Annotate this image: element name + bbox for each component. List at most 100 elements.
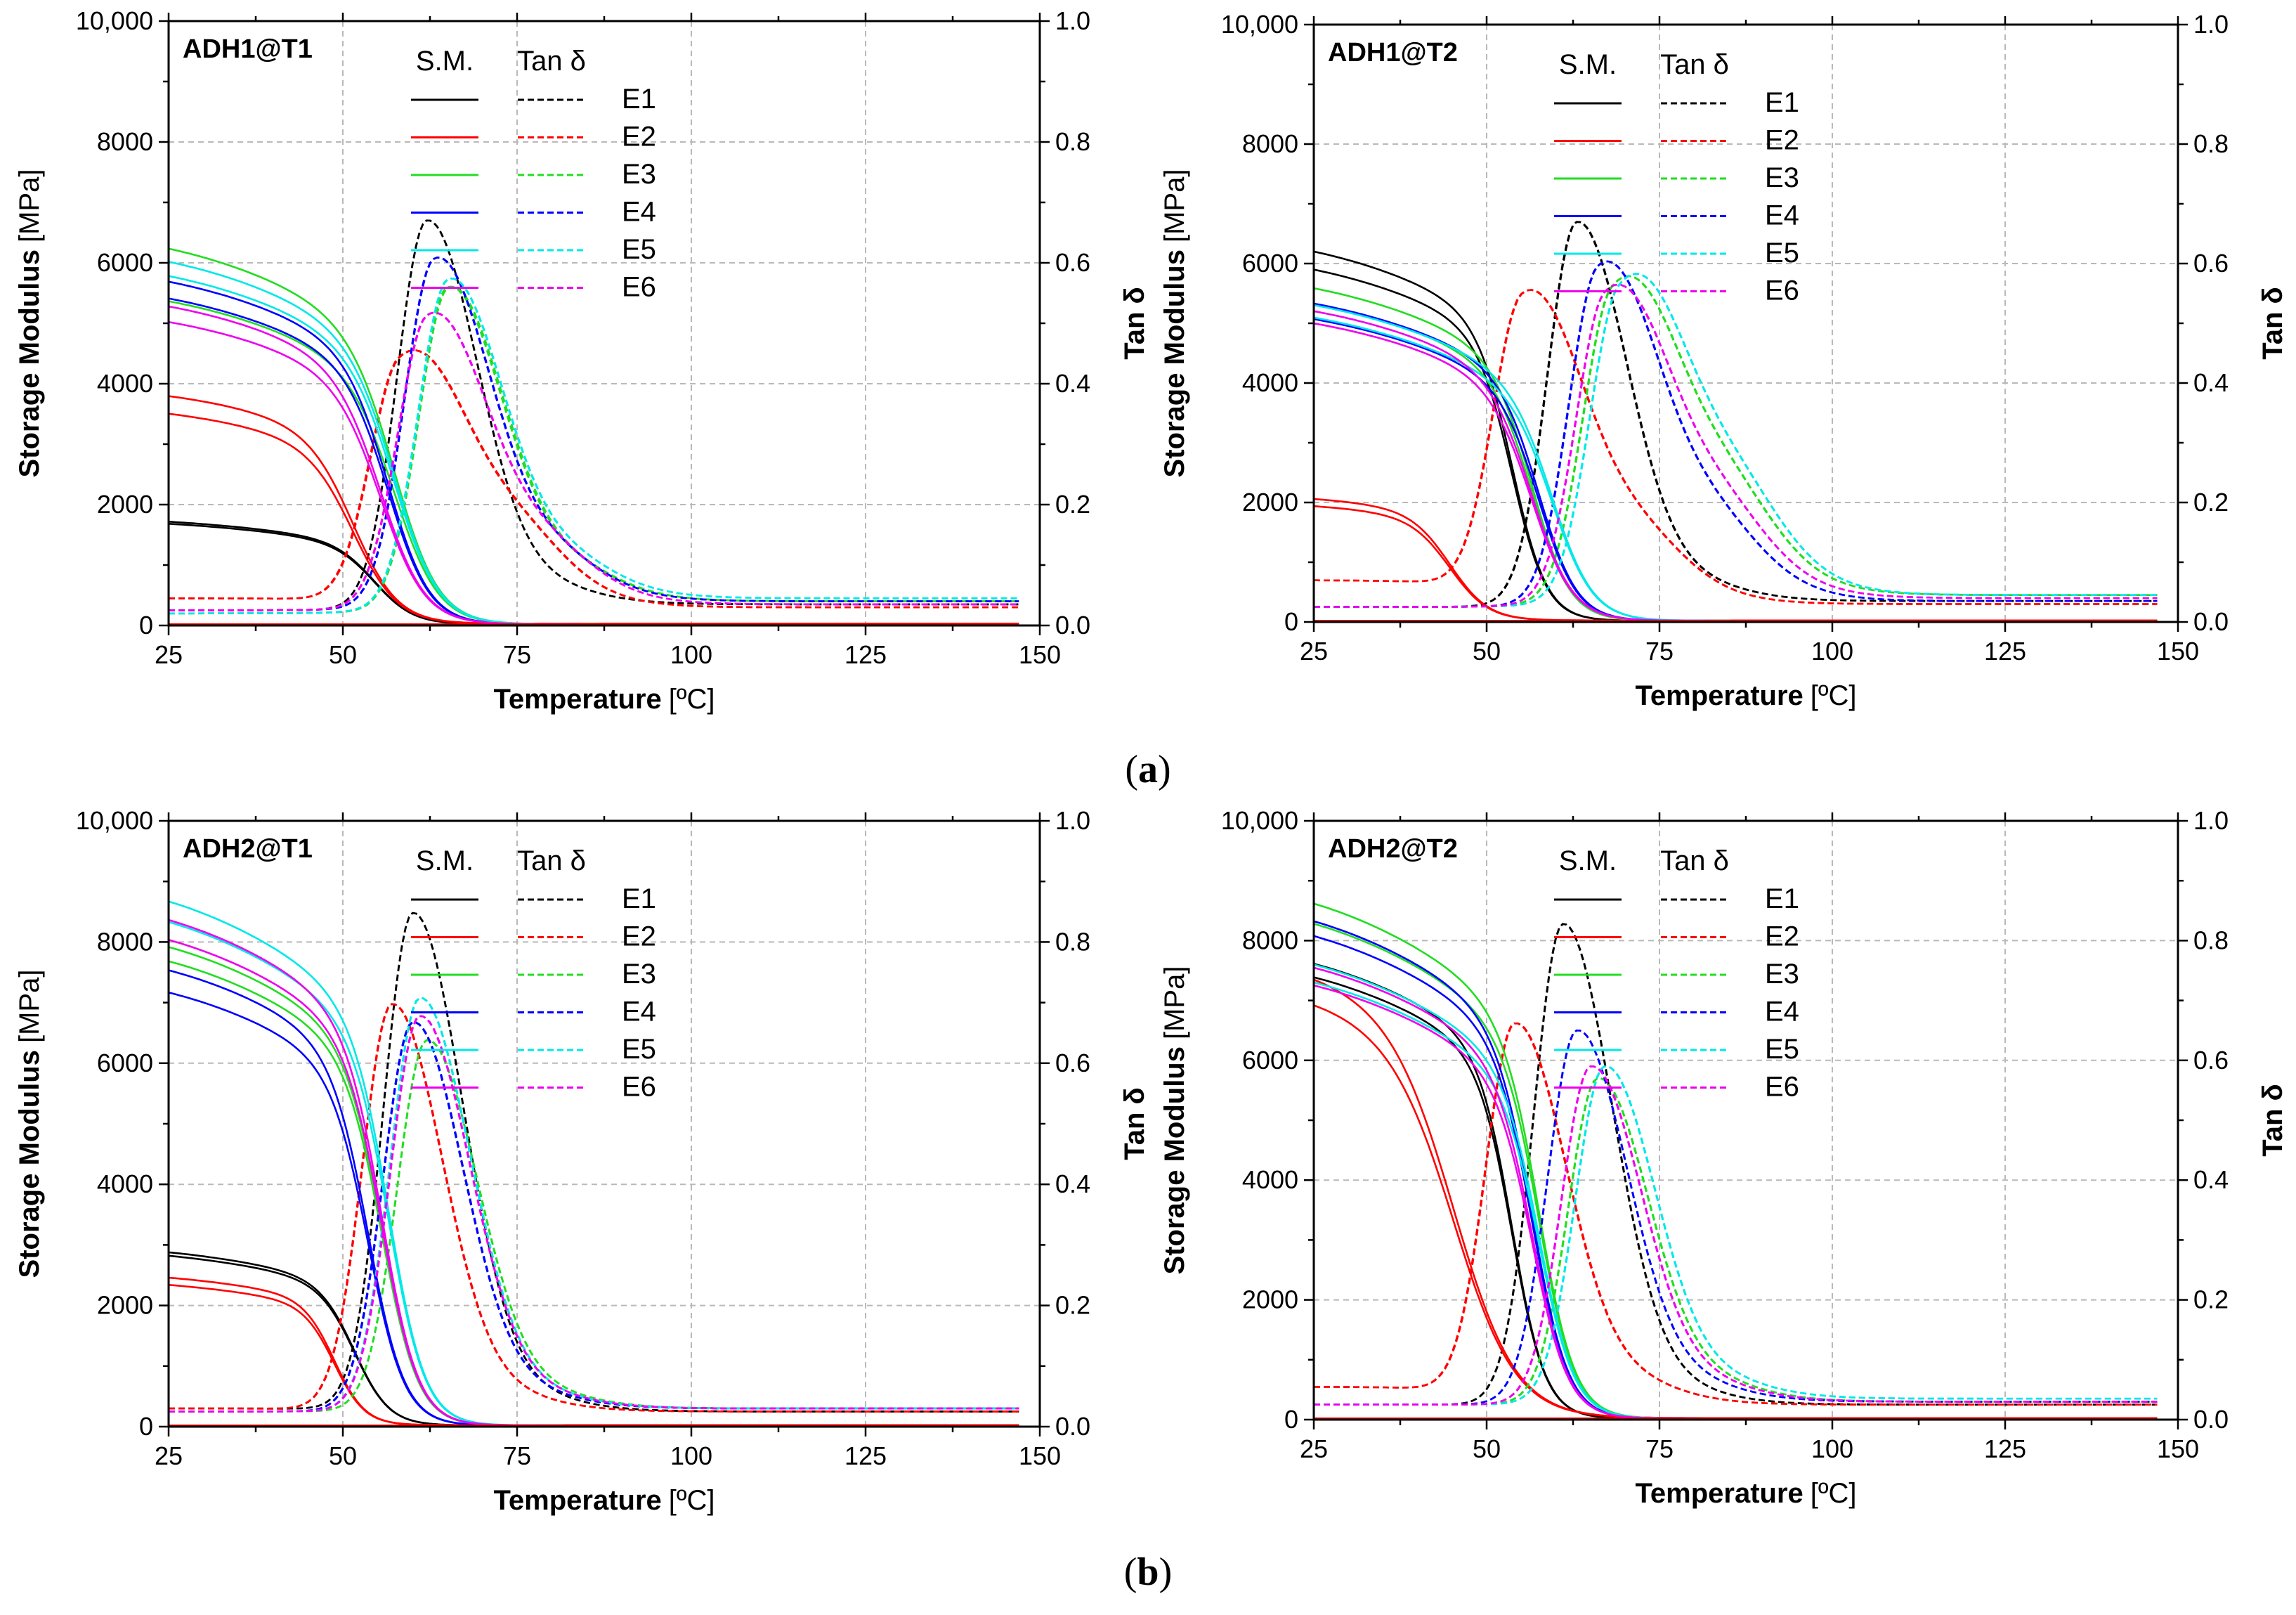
panel-3: 25 50 75 100 125 150 0 2000 4000 6000 8000 10,000 0.… xyxy=(14,806,1150,1516)
y2-tick-label: 0.0 xyxy=(1055,1412,1090,1441)
x-tick-label: 25 xyxy=(1300,1434,1328,1463)
sm-line-e1 xyxy=(168,523,1019,625)
sm-line-e6 xyxy=(168,320,1019,625)
x-axis-title: Temperature [ºC] xyxy=(1635,1478,1856,1509)
y-tick-label: 2000 xyxy=(1242,488,1298,517)
tan-line-e4 xyxy=(1314,1030,2158,1406)
y-tick-label: 0 xyxy=(139,1412,153,1441)
y-tick-label: 4000 xyxy=(97,1169,153,1198)
x-axis-label: Temperature xyxy=(1635,1478,1803,1509)
legend-header-sm: S.M. xyxy=(416,46,474,77)
sm-line-e6 xyxy=(1313,322,2158,622)
tan-line-e2 xyxy=(169,349,1019,609)
y2-tick-label: 0.8 xyxy=(1055,927,1090,956)
legend-label-e1: E1 xyxy=(1765,87,1799,118)
x-axis-label: Temperature xyxy=(1635,680,1803,711)
legend-label-e5: E5 xyxy=(622,234,656,265)
y-axis-title: Storage Modulus [MPa] xyxy=(1159,169,1190,478)
tan-line-e5 xyxy=(169,277,1019,615)
y-tick-label: 0 xyxy=(1284,1405,1298,1434)
legend-label-e2: E2 xyxy=(1765,125,1799,156)
sm-line-e5 xyxy=(1313,981,2158,1420)
panel-1: 25 50 75 100 125 150 0 2000 4000 6000 8000 10,000 0.… xyxy=(14,6,1150,715)
sm-line-e3 xyxy=(168,946,1019,1427)
legend-label-e4: E4 xyxy=(1765,997,1799,1027)
y2-tick-label: 0.6 xyxy=(1055,248,1090,277)
curves xyxy=(1313,902,2158,1420)
tan-line-e1 xyxy=(169,912,1019,1413)
y-axis-title: Storage Modulus [MPa] xyxy=(14,169,45,478)
legend-label-e1: E1 xyxy=(1765,883,1799,914)
caption-a: (a) xyxy=(1125,748,1170,791)
tan-line-e3 xyxy=(169,1039,1019,1413)
y-tick-label: 6000 xyxy=(97,1049,153,1077)
y2-tick-label: 0.6 xyxy=(2193,249,2229,278)
x-axis-unit: [ºC] xyxy=(669,684,715,715)
legend-label-e2: E2 xyxy=(1765,921,1799,952)
y-tick-label: 0 xyxy=(1284,607,1298,636)
x-tick-label: 100 xyxy=(1811,637,1853,666)
y2-tick-label: 0.0 xyxy=(2193,607,2229,636)
tan-line-e3 xyxy=(169,1039,1019,1413)
x-tick-label: 75 xyxy=(503,640,531,669)
x-tick-label: 75 xyxy=(1645,637,1674,666)
sm-line-e6 xyxy=(1313,984,2158,1420)
y-tick-label: 8000 xyxy=(1242,129,1298,158)
y-axis-unit: [MPa] xyxy=(14,169,45,242)
y2-tick-label: 0.6 xyxy=(1055,1049,1090,1077)
legend-label-e4: E4 xyxy=(622,997,656,1027)
x-tick-label: 75 xyxy=(1645,1434,1674,1463)
tan-line-e5 xyxy=(1314,273,2158,608)
y-tick-label: 6000 xyxy=(1242,1046,1298,1075)
legend: S.M. Tan δ E1 E2 E3 E4 E5 E6 xyxy=(1554,845,1799,1103)
y-tick-label: 2000 xyxy=(97,490,153,519)
y-tick-label: 8000 xyxy=(97,927,153,956)
legend-header-sm: S.M. xyxy=(1559,49,1617,80)
x-tick-label: 50 xyxy=(329,640,357,669)
panel-2: 25 50 75 100 125 150 0 2000 4000 6000 8000 10,000 0.… xyxy=(1159,10,2288,711)
legend-label-e6: E6 xyxy=(622,272,656,303)
y2-tick-label: 0.4 xyxy=(1055,1169,1090,1198)
y2-tick-label: 0.4 xyxy=(2193,368,2229,397)
legend-header-tan: Tan δ xyxy=(517,46,586,77)
sm-line-e4 xyxy=(1313,318,2158,622)
sm-line-e5 xyxy=(1313,316,2158,622)
legend-label-e6: E6 xyxy=(1765,275,1799,306)
sm-line-e6 xyxy=(168,305,1019,625)
sm-line-e5 xyxy=(168,261,1019,625)
legend-label-e4: E4 xyxy=(1765,200,1799,231)
tan-line-e3 xyxy=(1314,1077,2158,1406)
legend-label-e5: E5 xyxy=(1765,1034,1799,1065)
x-axis-title: Temperature [ºC] xyxy=(493,684,715,715)
tan-line-e3 xyxy=(1314,275,2158,608)
x-tick-label: 150 xyxy=(1019,1441,1061,1470)
tan-line-e4 xyxy=(169,1021,1019,1413)
sm-line-e6 xyxy=(1313,966,2158,1420)
y-axis-unit: [MPa] xyxy=(1159,169,1190,242)
x-axis-label: Temperature xyxy=(493,684,661,715)
tan-line-e2 xyxy=(169,1003,1019,1413)
legend-label-e2: E2 xyxy=(622,122,656,153)
sm-line-e3 xyxy=(1313,923,2158,1420)
x-axis-title: Temperature [ºC] xyxy=(1635,680,1856,711)
x-tick-label: 150 xyxy=(2157,637,2199,666)
y-tick-label: 4000 xyxy=(1242,1165,1298,1194)
legend-label-e2: E2 xyxy=(622,921,656,952)
sm-line-e2 xyxy=(1313,1004,2158,1420)
sm-line-e2 xyxy=(1313,505,2158,622)
x-axis-label: Temperature xyxy=(493,1485,661,1516)
sm-line-e2 xyxy=(1313,978,2158,1420)
y-tick-label: 10,000 xyxy=(1221,10,1298,39)
x-tick-label: 125 xyxy=(1984,1434,2026,1463)
y2-tick-label: 1.0 xyxy=(2193,806,2229,835)
y-tick-label: 10,000 xyxy=(1221,806,1298,835)
sm-line-e6 xyxy=(168,939,1019,1427)
tan-line-e2 xyxy=(169,349,1019,609)
y-tick-label: 4000 xyxy=(97,369,153,398)
legend-label-e4: E4 xyxy=(622,197,656,228)
y-axis-label: Storage Modulus xyxy=(14,249,45,477)
sm-line-e1 xyxy=(1313,268,2158,622)
y2-axis-title: Tan δ xyxy=(1119,287,1150,360)
y-axis-unit: [MPa] xyxy=(1159,966,1190,1039)
